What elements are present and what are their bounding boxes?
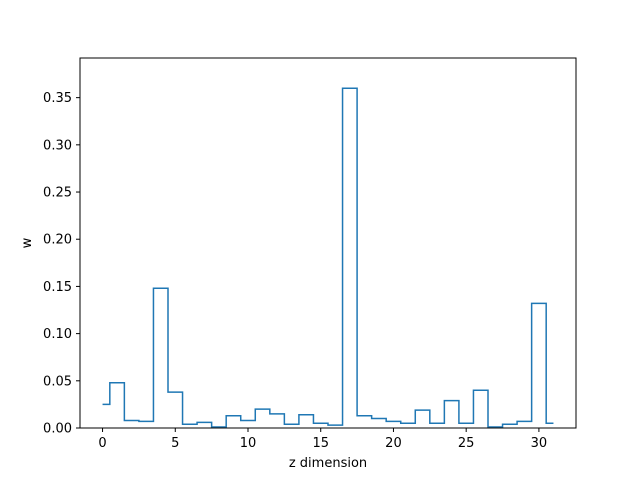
y-tick-label: 0.20: [43, 233, 72, 248]
x-axis: 0 5 10 15 20 25 30: [98, 428, 547, 451]
y-axis-label: w: [20, 237, 35, 248]
x-tick-label: 5: [171, 436, 179, 451]
y-tick-label: 0.35: [43, 91, 72, 106]
x-tick-label: 25: [458, 436, 475, 451]
y-tick-label: 0.15: [43, 280, 72, 295]
x-tick-label: 0: [98, 436, 106, 451]
y-tick-label: 0.25: [43, 186, 72, 201]
x-tick-label: 10: [240, 436, 257, 451]
data-layer: [102, 87, 554, 428]
x-tick-label: 15: [312, 436, 329, 451]
x-tick-label: 20: [385, 436, 402, 451]
y-tick-label: 0.05: [43, 374, 72, 389]
y-tick-label: 0.00: [43, 422, 72, 437]
y-tick-label: 0.10: [43, 327, 72, 342]
plot-frame: [79, 57, 577, 429]
step-series-line: [102, 87, 554, 428]
plot-area: [80, 58, 576, 428]
x-tick-label: 30: [531, 436, 548, 451]
y-tick-label: 0.30: [43, 138, 72, 153]
x-axis-label: z dimension: [289, 456, 367, 471]
y-axis: 0.00 0.05 0.10 0.15 0.20 0.25 0.30 0.35: [43, 91, 80, 437]
